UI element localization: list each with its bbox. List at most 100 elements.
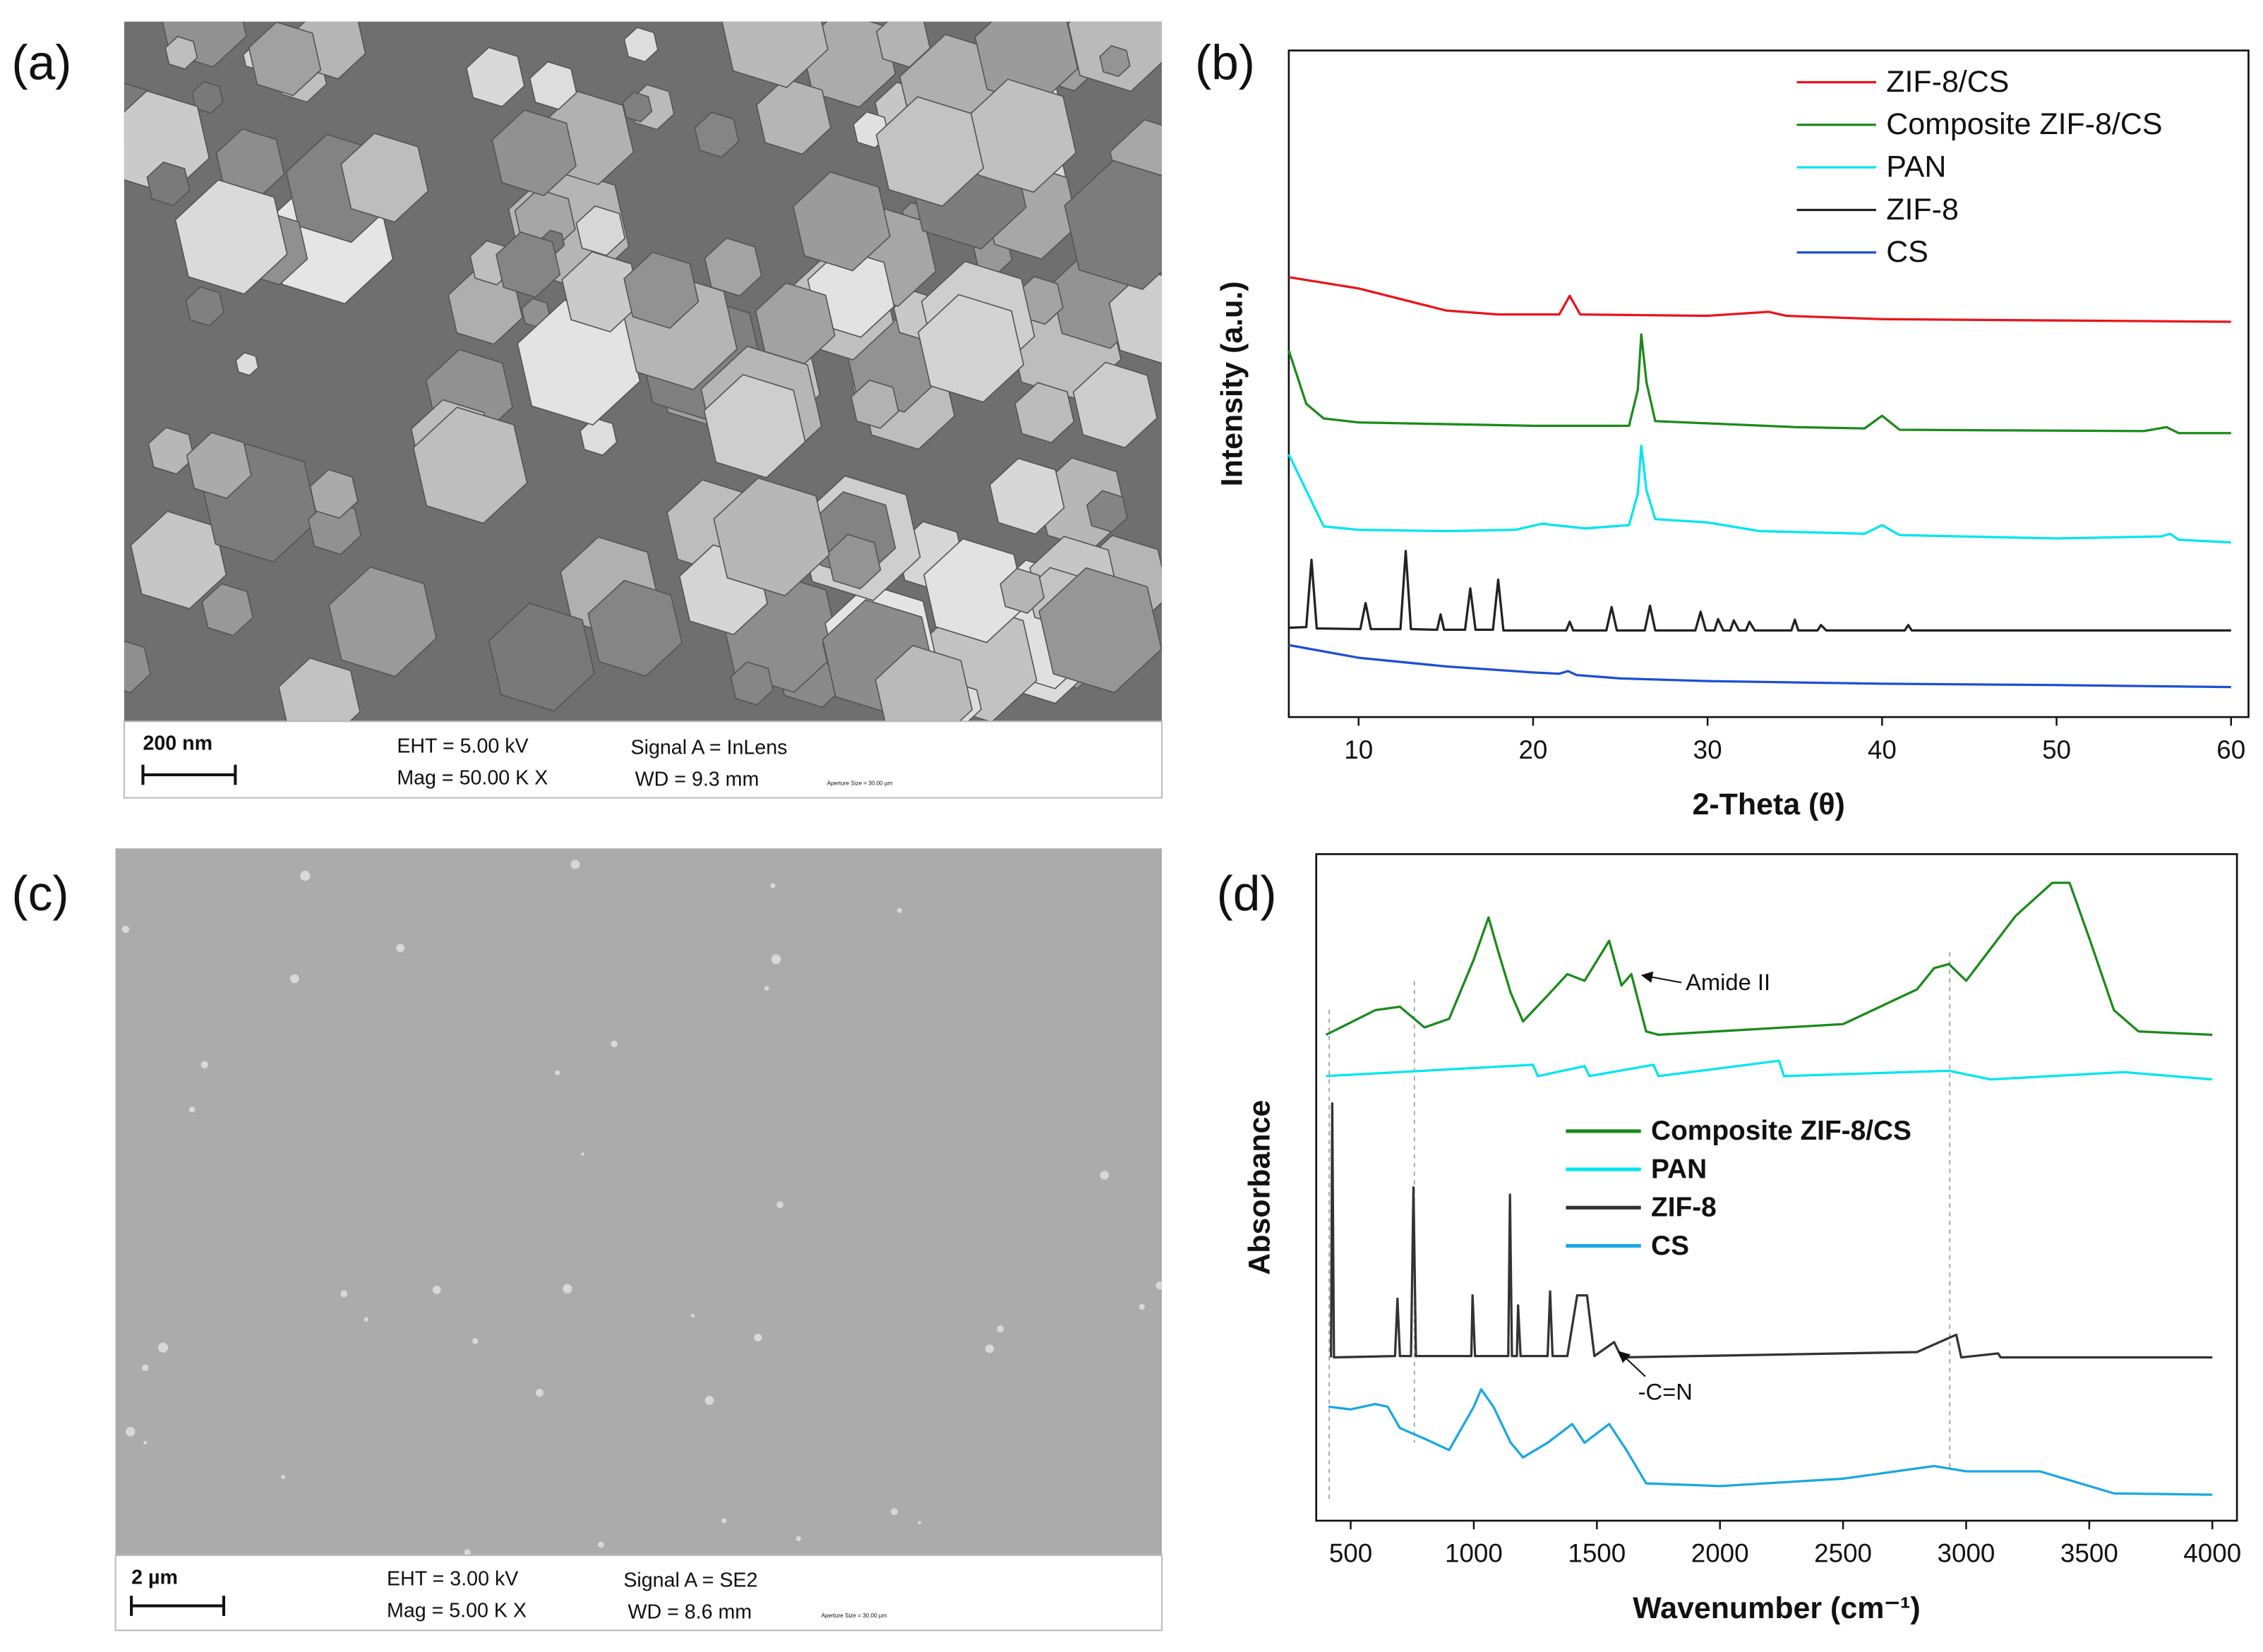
crystal (1072, 361, 1158, 449)
particle (776, 1201, 784, 1208)
particle (555, 1070, 560, 1075)
crystal (146, 161, 191, 207)
crystal (623, 251, 700, 330)
particle (997, 1325, 1004, 1333)
crystal (148, 426, 195, 475)
crystal (703, 373, 806, 478)
particle (985, 1344, 995, 1353)
crystal (721, 21, 829, 88)
crystal (755, 78, 832, 155)
particle (464, 1549, 472, 1556)
series-line (1287, 445, 2231, 544)
annotation: Amide II (1686, 969, 1770, 995)
crystal (235, 351, 259, 376)
crystal (1086, 490, 1128, 533)
crystal (561, 251, 642, 333)
particle (918, 1521, 922, 1525)
particle (796, 1536, 801, 1541)
sem-mag: Mag = 5.00 K X (387, 1599, 527, 1622)
particle (300, 870, 311, 881)
particle (611, 1040, 618, 1047)
crystal (1014, 382, 1075, 444)
sem-info-bar (114, 1554, 1163, 1632)
panel-label: (d) (1217, 866, 1277, 921)
particle (770, 883, 776, 888)
x-tick-label: 500 (1329, 1539, 1372, 1568)
scale-bar-label: 2 µm (131, 1566, 178, 1588)
crystal (340, 132, 429, 223)
crystal (185, 286, 225, 327)
particle (721, 1518, 727, 1524)
crystal (191, 80, 224, 114)
crystal (1038, 567, 1162, 694)
panel-label: (c) (11, 866, 68, 921)
crystal (851, 379, 899, 429)
x-axis-title: Wavenumber (cm⁻¹) (1633, 1591, 1920, 1625)
sem-wd: WD = 8.6 mm (628, 1600, 752, 1623)
x-tick-label: 40 (1868, 735, 1897, 764)
scale-bar (130, 1596, 226, 1616)
series-line (1288, 644, 2231, 689)
crystal (694, 111, 740, 158)
crystal (875, 644, 973, 722)
particle (890, 1508, 898, 1516)
sem-wd: WD = 9.3 mm (635, 768, 760, 791)
particle (581, 1152, 584, 1156)
particle (432, 1285, 441, 1294)
particle (704, 1396, 714, 1405)
crystal (713, 477, 830, 597)
crystal (309, 469, 359, 519)
crystal (164, 35, 198, 70)
annotation-arrow (1618, 1351, 1646, 1377)
x-tick-label: 4000 (2183, 1539, 2241, 1568)
reference-lines (1328, 952, 1951, 1501)
particle (690, 1313, 695, 1318)
legend-label: CS (1651, 1231, 1689, 1261)
x-tick-label: 60 (2216, 735, 2245, 764)
annotation-arrow (1640, 971, 1682, 984)
crystal (412, 406, 528, 524)
series-line (1288, 276, 2231, 323)
crystal (1108, 269, 1162, 364)
particle (142, 1364, 149, 1371)
particle (143, 1440, 148, 1445)
x-tick-label: 50 (2042, 735, 2071, 764)
x-tick-label: 1000 (1445, 1539, 1503, 1568)
sem-signal: Signal A = InLens (631, 737, 788, 759)
particle (764, 986, 769, 991)
crystal (704, 237, 762, 297)
crystal (1000, 567, 1045, 614)
y-axis-title: Intensity (a.u.) (1215, 281, 1249, 486)
x-tick-label: 2500 (1814, 1539, 1872, 1568)
crystal (917, 294, 1024, 403)
crystal (496, 231, 561, 299)
crystal (186, 432, 252, 500)
crystal (1099, 44, 1131, 78)
crystal (792, 171, 891, 272)
particle (1100, 1171, 1110, 1180)
particle (126, 1427, 136, 1437)
crystal (623, 26, 659, 63)
y-axis-title: Absorbance (1242, 1100, 1276, 1275)
crystal (465, 47, 525, 108)
particle (896, 908, 902, 913)
x-axis-title: 2-Theta (θ) (1692, 788, 1844, 821)
panel-label: (a) (11, 35, 71, 90)
crystal (174, 179, 288, 295)
particle (188, 1107, 196, 1113)
sem-aperture: Aperture Size = 30.00 µm (821, 1612, 887, 1619)
particle (570, 860, 580, 869)
crystal (201, 583, 254, 637)
plot-frame (1287, 49, 2250, 718)
x-tick-label: 3000 (1938, 1539, 1995, 1568)
particle (200, 1061, 208, 1068)
crystal (575, 205, 626, 257)
particle (1139, 1303, 1145, 1310)
legend-label: ZIF-8 (1886, 193, 1959, 227)
crystal (248, 21, 322, 97)
crystal (580, 417, 618, 456)
particle (472, 1338, 479, 1344)
series-line (1326, 1059, 2213, 1081)
